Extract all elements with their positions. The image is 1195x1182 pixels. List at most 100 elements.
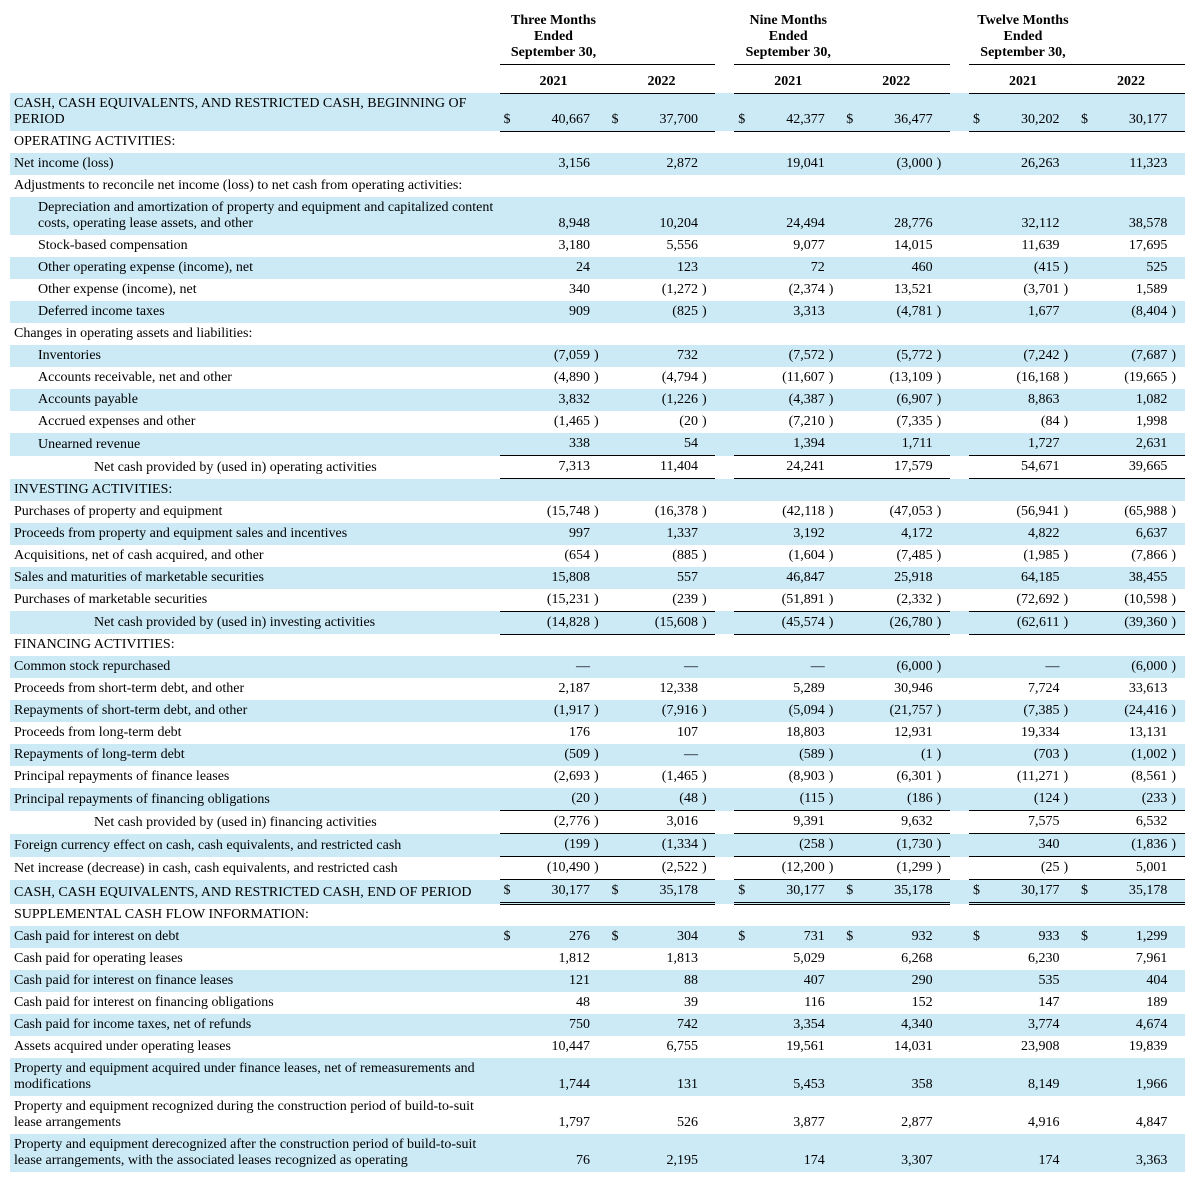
cell-value <box>986 175 1063 197</box>
cell-value: 38,455 <box>1094 567 1171 589</box>
cell-value: 40,667 <box>517 93 594 131</box>
cell-value: 1,711 <box>860 433 937 456</box>
cell-value: (6,000 <box>860 656 937 678</box>
cell-value: 123 <box>625 257 702 279</box>
table-row: Accounts payable3,832(1,226)(4,387)(6,90… <box>10 389 1185 411</box>
cell-value: 13,131 <box>1094 722 1171 744</box>
cell-value: 3,156 <box>517 153 594 175</box>
table-row: Net increase (decrease) in cash, cash eq… <box>10 857 1185 880</box>
table-row: Depreciation and amortization of propert… <box>10 197 1185 235</box>
cell-value: 358 <box>860 1058 937 1096</box>
row-label: Unearned revenue <box>10 433 500 456</box>
cell-value: 8,149 <box>986 1058 1063 1096</box>
cell-value <box>752 904 829 926</box>
cell-value: 7,575 <box>986 811 1063 834</box>
table-row: Repayments of long-term debt(509)—(589)(… <box>10 744 1185 766</box>
cell-value: 24 <box>517 257 594 279</box>
period-header-1: Nine Months EndedSeptember 30, <box>734 10 842 65</box>
row-label: Cash paid for interest on financing obli… <box>10 992 500 1014</box>
cell-value: 54 <box>625 433 702 456</box>
cell-value: 8,863 <box>986 389 1063 411</box>
cell-value <box>986 634 1063 656</box>
cell-value: 147 <box>986 992 1063 1014</box>
cell-value: 116 <box>752 992 829 1014</box>
cell-value <box>986 323 1063 345</box>
table-row: Cash paid for operating leases1,8121,813… <box>10 948 1185 970</box>
row-label: Other expense (income), net <box>10 279 500 301</box>
cell-value: 3,192 <box>752 523 829 545</box>
cell-value: 6,230 <box>986 948 1063 970</box>
cell-value: (1 <box>860 744 937 766</box>
row-label: Net cash provided by (used in) operating… <box>10 456 500 479</box>
table-row: Purchases of marketable securities(15,23… <box>10 589 1185 612</box>
cell-value: — <box>625 744 702 766</box>
cell-value: (14,828 <box>517 611 594 634</box>
cell-value: (6,907 <box>860 389 937 411</box>
cell-value: 1,998 <box>1094 411 1171 433</box>
cell-value: 3,313 <box>752 301 829 323</box>
cell-value <box>625 479 702 501</box>
cell-value: (258 <box>752 834 829 857</box>
year-2-0: 2021 <box>969 71 1077 94</box>
cell-value: 37,700 <box>625 93 702 131</box>
cell-value: (5,094 <box>752 700 829 722</box>
cell-value: (47,053 <box>860 501 937 523</box>
cell-value: 1,589 <box>1094 279 1171 301</box>
year-1-0: 2021 <box>734 71 842 94</box>
cell-value: 107 <box>625 722 702 744</box>
cell-value: 1,812 <box>517 948 594 970</box>
row-label: Net increase (decrease) in cash, cash eq… <box>10 857 500 880</box>
table-row: Purchases of property and equipment(15,7… <box>10 501 1185 523</box>
period-header-0: Three Months EndedSeptember 30, <box>500 10 608 65</box>
cell-value: 7,961 <box>1094 948 1171 970</box>
cell-value: 14,015 <box>860 235 937 257</box>
cell-value: (1,836 <box>1094 834 1171 857</box>
cell-value: (24,416 <box>1094 700 1171 722</box>
cell-value: (42,118 <box>752 501 829 523</box>
row-label: Net cash provided by (used in) financing… <box>10 811 500 834</box>
cell-value: (45,574 <box>752 611 829 634</box>
cell-value: (10,490 <box>517 857 594 880</box>
table-row: Acquisitions, net of cash acquired, and … <box>10 545 1185 567</box>
cell-value: 131 <box>625 1058 702 1096</box>
cell-value <box>752 479 829 501</box>
cell-value: 12,338 <box>625 678 702 700</box>
table-row: OPERATING ACTIVITIES: <box>10 131 1185 153</box>
table-row: FINANCING ACTIVITIES: <box>10 634 1185 656</box>
table-row: Cash paid for interest on debt$276$304$7… <box>10 926 1185 948</box>
cell-value <box>625 634 702 656</box>
table-row: Foreign currency effect on cash, cash eq… <box>10 834 1185 857</box>
cell-value <box>752 131 829 153</box>
table-row: Cash paid for interest on finance leases… <box>10 970 1185 992</box>
cell-value: 30,946 <box>860 678 937 700</box>
year-2-1: 2022 <box>1077 71 1185 94</box>
cell-value <box>517 131 594 153</box>
cell-value: 176 <box>517 722 594 744</box>
table-row: Unearned revenue338541,3941,7111,7272,63… <box>10 433 1185 456</box>
cell-value: (233 <box>1094 788 1171 811</box>
cell-value: (7,242 <box>986 345 1063 367</box>
table-row: Accounts receivable, net and other(4,890… <box>10 367 1185 389</box>
cell-value: 304 <box>625 926 702 948</box>
row-label: Changes in operating assets and liabilit… <box>10 323 500 345</box>
cell-value: (15,608 <box>625 611 702 634</box>
cell-value <box>625 323 702 345</box>
cell-value: 1,299 <box>1094 926 1171 948</box>
cell-value: 11,639 <box>986 235 1063 257</box>
row-label: CASH, CASH EQUIVALENTS, AND RESTRICTED C… <box>10 880 500 904</box>
cell-value: 407 <box>752 970 829 992</box>
cell-value: 731 <box>752 926 829 948</box>
cell-value: (2,522 <box>625 857 702 880</box>
cell-value: (3,000 <box>860 153 937 175</box>
cell-value <box>517 479 594 501</box>
cell-value: (1,272 <box>625 279 702 301</box>
cell-value: 4,847 <box>1094 1096 1171 1134</box>
cell-value: 340 <box>517 279 594 301</box>
cell-value: 932 <box>860 926 937 948</box>
cell-value: 25,918 <box>860 567 937 589</box>
cell-value: 5,289 <box>752 678 829 700</box>
cell-value: (25 <box>986 857 1063 880</box>
row-label: Other operating expense (income), net <box>10 257 500 279</box>
cell-value <box>860 175 937 197</box>
cell-value: 30,177 <box>986 880 1063 904</box>
